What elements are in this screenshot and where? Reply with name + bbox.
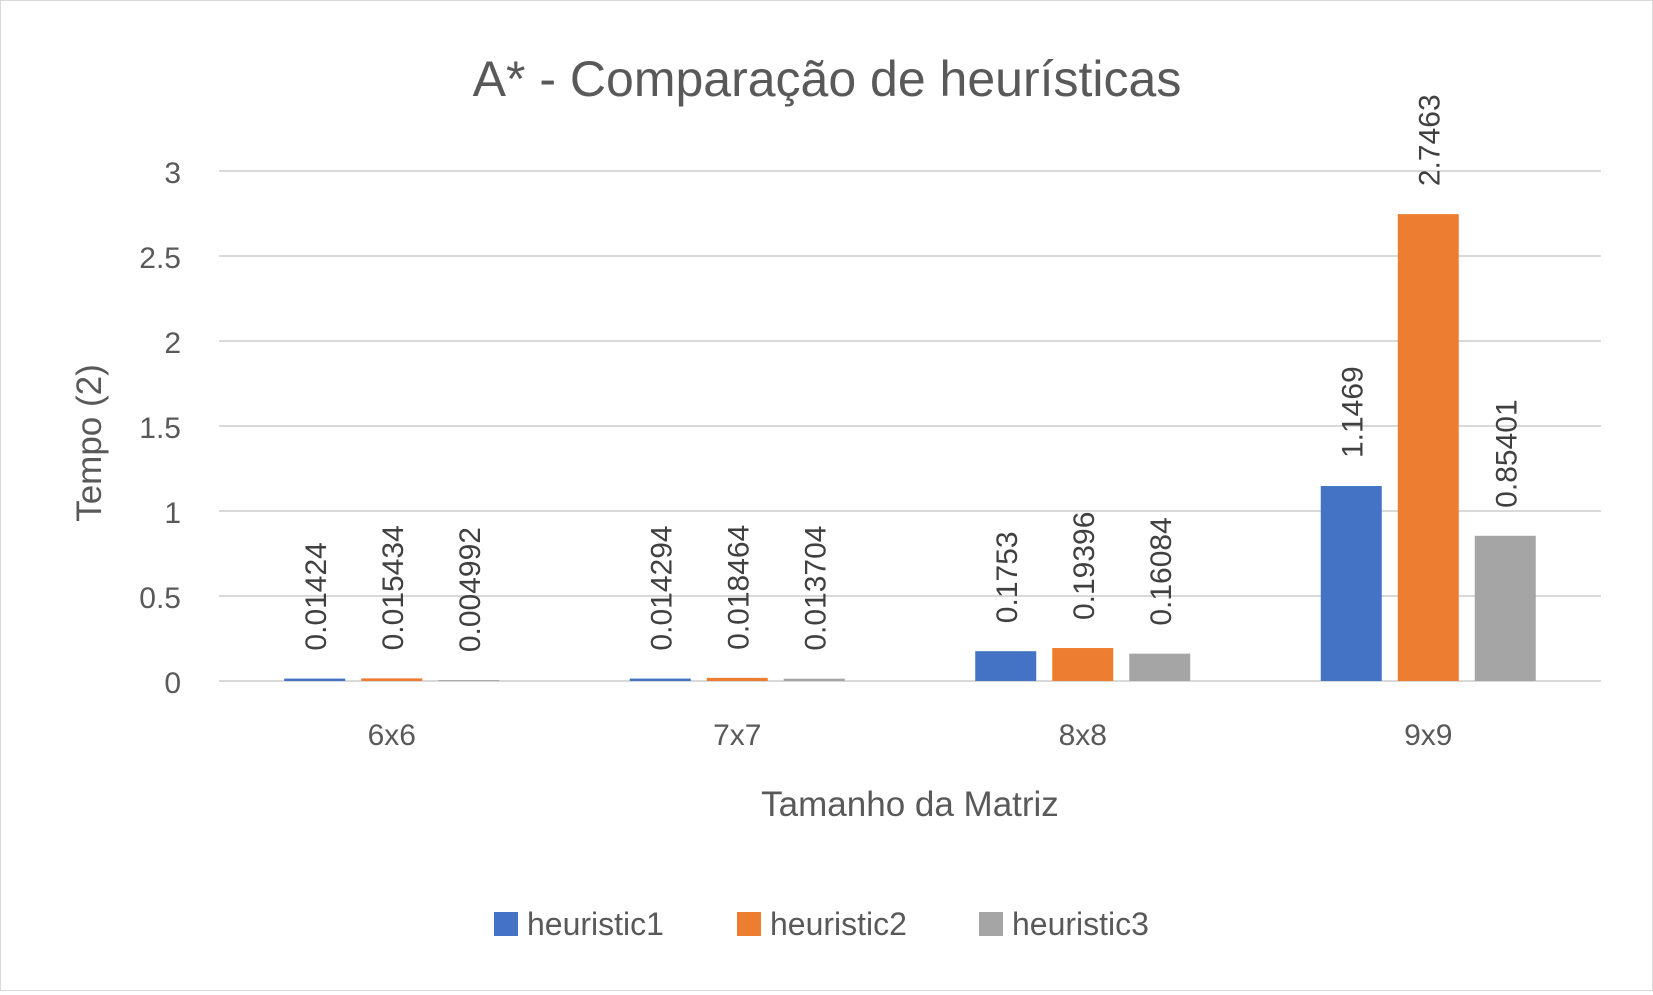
legend-label-heuristic3: heuristic3 (1012, 906, 1149, 942)
y-tick-label: 1 (164, 497, 181, 530)
bar-heuristic3-7x7 (783, 678, 845, 681)
legend-swatch-heuristic1 (494, 912, 518, 936)
y-tick-label: 3 (164, 157, 181, 190)
bar-heuristic2-7x7 (706, 677, 768, 681)
data-label: 0.19396 (1068, 512, 1101, 620)
chart-title: A* - Comparação de heurísticas (473, 51, 1182, 107)
bar-heuristic3-9x9 (1474, 535, 1536, 681)
x-tick-label: 8x8 (1059, 719, 1107, 752)
legend-label-heuristic2: heuristic2 (770, 906, 907, 942)
legend: heuristic1 heuristic2 heuristic3 (494, 906, 1149, 942)
x-tick-label: 7x7 (713, 719, 761, 752)
data-label: 0.014294 (645, 525, 678, 650)
bar-heuristic3-8x8 (1129, 653, 1191, 681)
bar-heuristic2-6x6 (361, 678, 423, 681)
y-tick-label: 2.5 (139, 242, 181, 275)
bar-heuristic1-9x9 (1320, 486, 1382, 681)
data-label: 0.01424 (300, 542, 333, 650)
data-label: 0.16084 (1145, 517, 1178, 625)
data-label: 0.018464 (722, 525, 755, 650)
legend-label-heuristic1: heuristic1 (527, 906, 664, 942)
data-labels: 0.01424 0.015434 0.004992 0.014294 0.018464 0… (300, 94, 1524, 652)
y-tick-label: 2 (164, 327, 181, 360)
bars (284, 214, 1536, 681)
y-tick-label: 0.5 (139, 582, 181, 615)
data-label: 0.1753 (991, 531, 1024, 623)
legend-swatch-heuristic2 (737, 912, 761, 936)
data-label: 1.1469 (1336, 366, 1369, 458)
y-axis-ticks: 0 0.5 1 1.5 2 2.5 3 (139, 157, 181, 700)
gridlines (219, 170, 1601, 597)
data-label: 0.004992 (454, 527, 487, 652)
x-tick-label: 9x9 (1404, 719, 1452, 752)
y-axis-title: Tempo (2) (70, 364, 109, 522)
x-axis-title: Tamanho da Matriz (761, 785, 1059, 824)
legend-swatch-heuristic3 (979, 912, 1003, 936)
data-label: 0.85401 (1490, 399, 1523, 507)
bar-heuristic2-9x9 (1397, 214, 1459, 681)
data-label: 0.015434 (377, 525, 410, 650)
bar-heuristic1-8x8 (975, 651, 1037, 681)
x-tick-label: 6x6 (368, 719, 416, 752)
y-tick-label: 1.5 (139, 412, 181, 445)
bar-heuristic2-8x8 (1052, 648, 1114, 681)
y-tick-label: 0 (164, 667, 181, 700)
bar-heuristic3-6x6 (438, 680, 500, 681)
x-axis-ticks: 6x6 7x7 8x8 9x9 (368, 719, 1453, 752)
data-label: 2.7463 (1413, 94, 1446, 186)
bar-heuristic1-6x6 (284, 678, 346, 681)
data-label: 0.013704 (799, 526, 832, 651)
bar-heuristic1-7x7 (629, 678, 691, 681)
